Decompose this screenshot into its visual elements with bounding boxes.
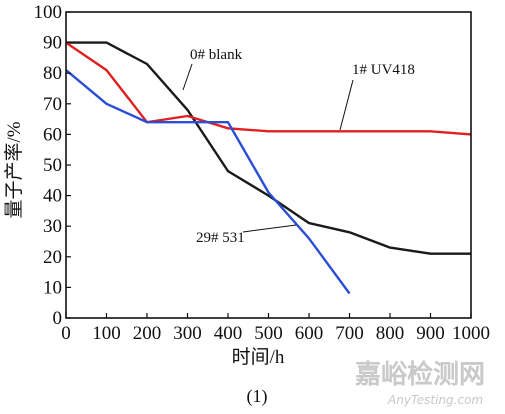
y-tick-label: 10 (43, 277, 62, 298)
y-tick-label: 80 (43, 63, 62, 84)
x-tick-label: 500 (254, 323, 283, 344)
x-tick-label: 300 (173, 323, 202, 344)
series-label-0-blank: 0# blank (190, 47, 243, 63)
plot-area (66, 12, 471, 318)
y-tick-label: 50 (43, 155, 62, 176)
annotation-leader-0-blank (182, 63, 193, 91)
y-tick-label: 90 (43, 33, 62, 54)
y-tick-label: 40 (43, 186, 62, 207)
x-tick-label: 1000 (452, 323, 490, 344)
watermark-en: AnyTesting.com (387, 393, 483, 407)
annotation-leader-29-531 (242, 224, 297, 233)
x-tick-label: 100 (92, 323, 121, 344)
series-layer (65, 41, 472, 295)
watermark-cn: 嘉峪检测网 (355, 359, 485, 390)
y-tick-label: 100 (34, 2, 63, 23)
x-axis-label: 时间/h (232, 346, 285, 368)
series-line-1-uv418 (65, 41, 472, 136)
annotation-layer: 0# blank 1# UV418 29# 531 (182, 47, 415, 246)
x-tick-label: 900 (416, 323, 445, 344)
x-tick-label: 0 (61, 323, 71, 344)
series-line-29-531 (65, 69, 351, 295)
y-tick-label: 20 (43, 247, 62, 268)
axis-layer: 0 100 200 300 400 500 600 700 800 900 1000 0 10 20 30 4… (34, 2, 491, 344)
figure-caption: (1) (247, 386, 268, 407)
x-tick-label: 600 (295, 323, 324, 344)
series-label-1-uv418: 1# UV418 (352, 62, 415, 78)
y-tick-label: 0 (53, 308, 63, 329)
y-axis-label: 量子产率/% (3, 121, 25, 218)
y-tick-label: 70 (43, 94, 62, 115)
x-tick-label: 400 (214, 323, 243, 344)
y-tick-label: 60 (43, 124, 62, 145)
x-tick-label: 800 (376, 323, 405, 344)
y-tick-label: 30 (43, 216, 62, 237)
x-tick-label: 200 (133, 323, 162, 344)
x-tick-label: 700 (335, 323, 364, 344)
annotation-leader-1-uv418 (339, 79, 354, 131)
series-line-0-blank (66, 41, 471, 255)
series-label-29-531: 29# 531 (196, 230, 245, 246)
